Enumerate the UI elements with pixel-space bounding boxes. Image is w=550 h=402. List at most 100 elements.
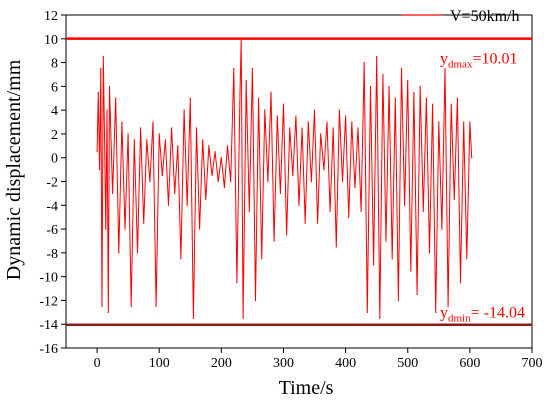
series-point — [431, 103, 434, 105]
series-point — [335, 246, 337, 248]
x-tick-label: 400 — [335, 356, 356, 371]
series-point — [459, 281, 462, 284]
series-point — [97, 91, 99, 93]
series-point — [112, 192, 114, 194]
series-point — [363, 61, 365, 64]
y-tick-label: -16 — [39, 342, 58, 357]
series-point — [326, 121, 328, 123]
series-point — [466, 258, 468, 260]
x-tick-label: 0 — [94, 356, 101, 371]
series-point — [295, 115, 297, 117]
series-point — [323, 169, 325, 171]
series-point — [267, 180, 269, 183]
series-point — [404, 204, 406, 206]
series-point — [413, 91, 415, 93]
series-point — [139, 127, 142, 129]
series-point — [282, 103, 285, 105]
series-point — [338, 109, 340, 111]
series-point — [301, 127, 303, 129]
series-point — [167, 204, 170, 206]
series-point — [115, 97, 117, 99]
series-point — [348, 216, 350, 218]
series-point — [329, 210, 331, 212]
series-point — [289, 127, 291, 129]
series-point — [258, 97, 260, 99]
series-point — [205, 198, 207, 200]
series-point — [276, 115, 278, 117]
reference-label: ydmax=10.01 — [440, 51, 517, 71]
series-point — [101, 305, 103, 307]
series-point — [292, 174, 294, 177]
series-point — [105, 228, 107, 230]
y-tick-label: 2 — [51, 128, 58, 143]
axes: 0 100 200 300 400 500 600 700-16-14-12-10-8-6-4… — [39, 9, 542, 371]
series-point — [425, 97, 427, 99]
series-point — [174, 192, 176, 194]
series-point — [171, 127, 173, 129]
y-tick-label: 6 — [51, 80, 58, 95]
y-tick-label: 4 — [51, 104, 58, 119]
y-tick-label: 12 — [44, 9, 58, 24]
series-point — [450, 103, 452, 105]
series-point — [366, 311, 368, 313]
series-point — [195, 127, 198, 129]
series-point — [98, 169, 101, 171]
series-point — [273, 240, 275, 242]
series-point — [164, 139, 167, 141]
series-point — [416, 293, 418, 296]
series-point — [410, 270, 412, 272]
series-point — [103, 133, 106, 135]
series-point — [357, 127, 359, 129]
series-point — [161, 174, 163, 177]
series-point — [245, 79, 247, 82]
series-point — [198, 228, 201, 230]
series-point — [313, 109, 316, 111]
y-tick-label: -2 — [46, 176, 58, 191]
series-point — [261, 258, 263, 260]
series-point — [388, 85, 390, 87]
series-point — [152, 121, 154, 123]
series-point — [106, 109, 108, 111]
series-point — [180, 258, 182, 260]
series-point — [304, 222, 306, 224]
x-tick-label: 600 — [459, 356, 480, 371]
x-tick-label: 700 — [522, 356, 543, 371]
series-point — [189, 97, 191, 99]
series-point — [385, 240, 387, 242]
series-point — [133, 139, 135, 141]
series-point — [310, 180, 313, 183]
series-point — [453, 198, 455, 200]
series-point — [251, 67, 253, 70]
y-tick-label: -10 — [39, 271, 58, 286]
series-point — [230, 180, 232, 183]
series-point — [186, 204, 188, 206]
series-point — [136, 252, 139, 254]
series-point — [208, 145, 210, 147]
series-point — [108, 85, 111, 87]
series-point — [279, 192, 281, 194]
series-point — [332, 127, 334, 129]
series-line — [96, 38, 473, 319]
series-point — [242, 317, 244, 319]
series-point — [419, 85, 421, 87]
series-point — [382, 73, 384, 76]
series-point — [400, 67, 403, 70]
series-point — [341, 180, 344, 183]
series-point — [177, 145, 179, 147]
series-point — [469, 121, 471, 123]
series-point — [202, 139, 204, 141]
series-point — [471, 157, 473, 159]
series-point — [107, 311, 109, 313]
series-point — [447, 305, 449, 307]
series-point — [121, 121, 123, 123]
x-tick-label: 200 — [211, 356, 232, 371]
series-point — [407, 79, 409, 82]
series-point — [233, 67, 235, 70]
y-tick-label: 8 — [51, 57, 58, 72]
series-point — [394, 97, 396, 99]
reference-lines: ydmax=10.01 ydmin= -14.04 — [66, 37, 532, 326]
legend: V=50km/h — [402, 8, 519, 25]
series-point — [285, 234, 288, 236]
series-point — [220, 157, 222, 159]
legend-label: V=50km/h — [450, 8, 519, 25]
